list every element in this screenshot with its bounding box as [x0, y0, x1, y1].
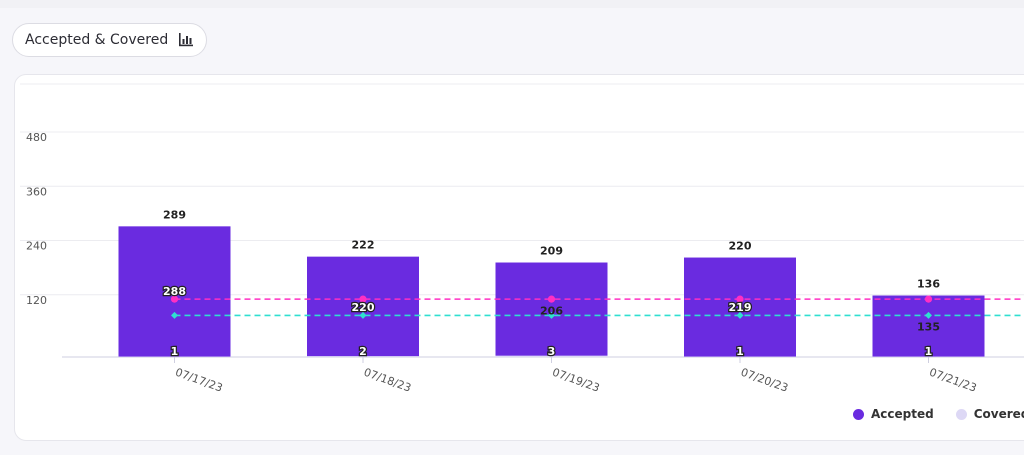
x-tick-label-0: 07/17/23 [173, 366, 224, 395]
y-tick-label-480: 480 [26, 131, 47, 144]
marker-line1-1 [359, 311, 367, 319]
chart-selector-label: Accepted & Covered [25, 32, 169, 48]
line-label-0-0: 288 [163, 285, 186, 298]
bar-label-covered-2: 3 [548, 345, 556, 358]
bar-accepted-1 [307, 256, 419, 357]
legend-item-accepted[interactable]: Accepted [853, 407, 934, 421]
bar-covered-1 [307, 356, 419, 357]
bar-label-accepted-3: 220 [729, 240, 752, 253]
marker-line1-3 [736, 311, 744, 319]
chart-legend: Accepted Covered [853, 407, 1024, 421]
marker-line1-0 [171, 311, 178, 319]
legend-item-covered[interactable]: Covered [955, 407, 1024, 421]
legend-label-accepted: Accepted [871, 407, 934, 421]
bar-covered-2 [495, 355, 608, 357]
marker-line0-2 [547, 295, 556, 303]
y-tick-label-360: 360 [26, 185, 47, 198]
bar-label-covered-0: 1 [171, 345, 179, 358]
legend-swatch-covered [955, 408, 967, 420]
bar-accepted-0 [118, 226, 231, 357]
bar-label-accepted-4: 136 [917, 278, 940, 291]
bar-label-covered-1: 2 [359, 345, 367, 358]
bar-label-accepted-0: 289 [163, 208, 186, 221]
bar-label-accepted-1: 222 [352, 239, 375, 252]
x-tick-label-4: 07/21/23 [927, 366, 978, 395]
y-tick-label-120: 120 [26, 294, 47, 307]
x-tick-label-1: 07/18/23 [362, 366, 413, 395]
x-tick-label-3: 07/20/23 [739, 366, 790, 395]
x-tick-label-2: 07/19/23 [550, 366, 601, 395]
bar-accepted-4 [872, 295, 985, 357]
bar-accepted-2 [495, 262, 608, 357]
marker-line0-3 [736, 295, 744, 303]
marker-line0-0 [170, 295, 179, 303]
marker-line0-1 [359, 295, 367, 303]
bar-accepted-3 [684, 257, 796, 357]
legend-swatch-accepted [853, 408, 864, 420]
bar-label-accepted-2: 209 [540, 245, 563, 258]
line-label-1-4: 135 [917, 320, 940, 333]
bar-label-covered-4: 1 [925, 345, 933, 358]
chart-selector-pill[interactable]: Accepted & Covered [12, 23, 208, 57]
y-tick-label-240: 240 [26, 240, 47, 253]
marker-line0-4 [924, 295, 933, 303]
line-label-0-3: 219 [729, 301, 752, 314]
bar-chart-icon [178, 33, 194, 47]
bar-label-covered-3: 1 [736, 345, 744, 358]
top-strip [0, 0, 1024, 8]
marker-line1-4 [925, 311, 932, 319]
legend-label-covered: Covered [973, 407, 1024, 421]
line-label-0-1: 220 [352, 301, 375, 314]
marker-line1-2 [548, 311, 555, 319]
line-label-1-2: 206 [540, 304, 563, 317]
